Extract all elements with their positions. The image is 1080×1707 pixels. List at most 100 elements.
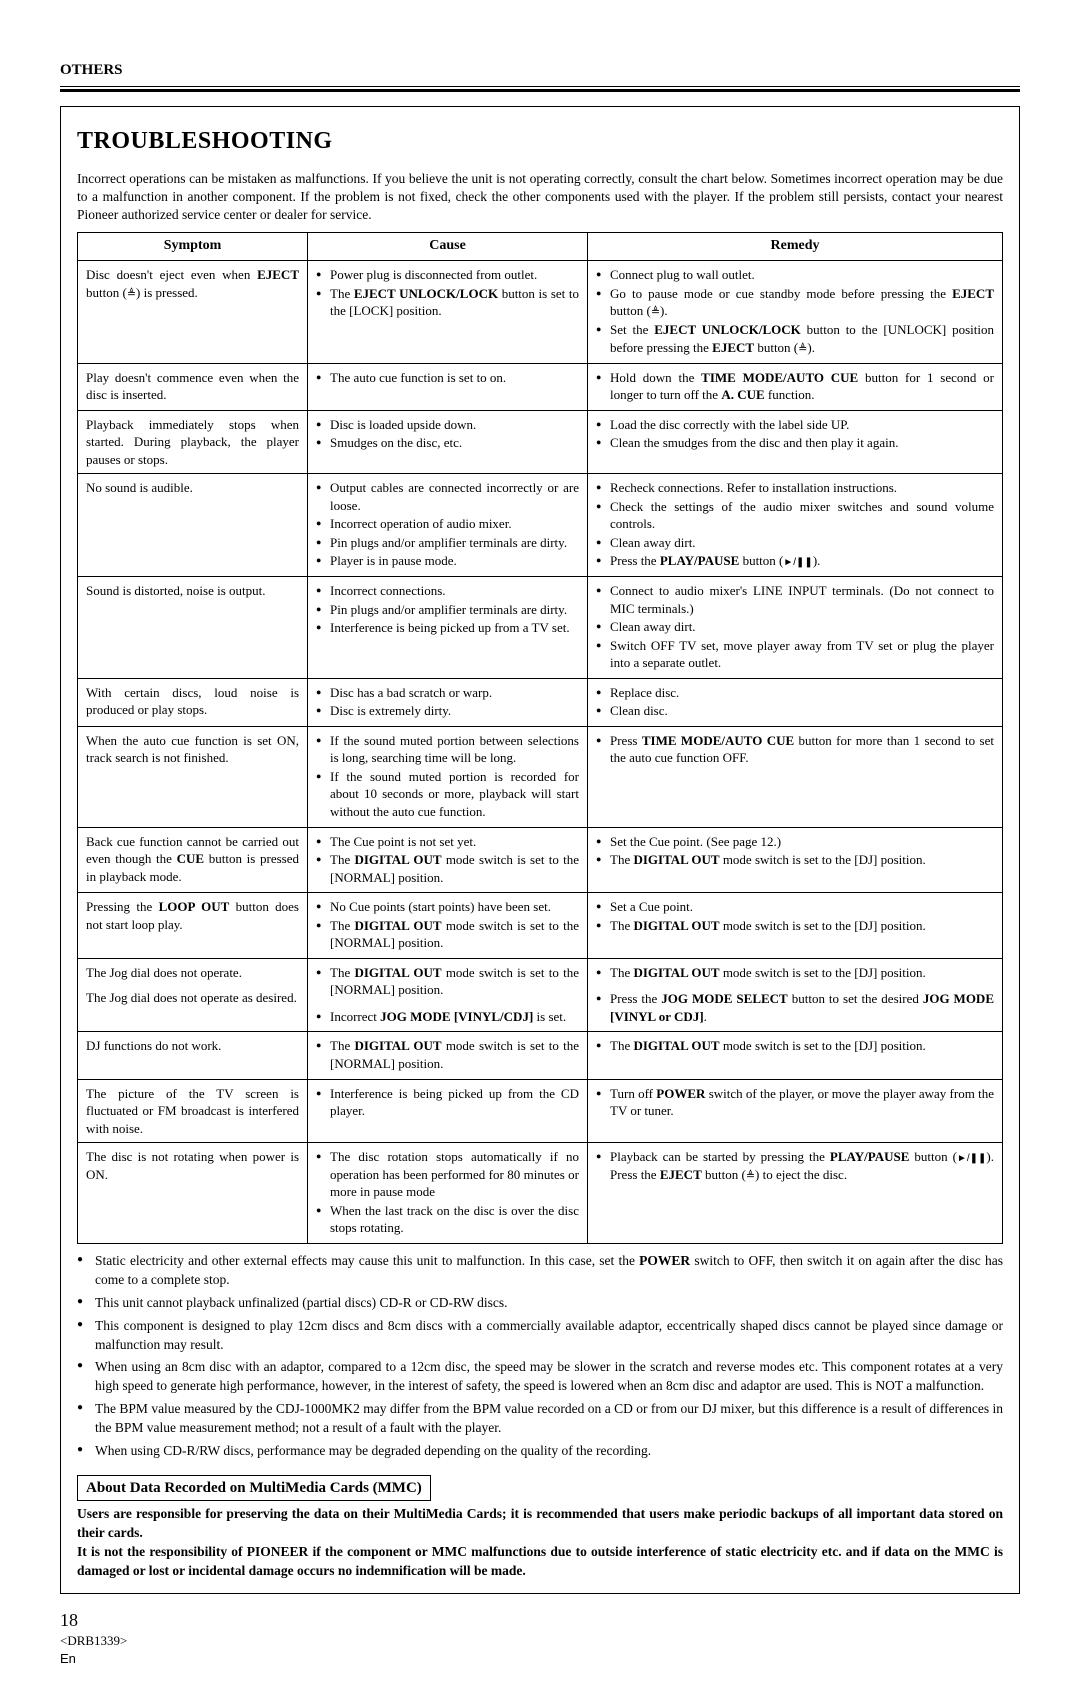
remedy-item: Connect plug to wall outlet.: [596, 266, 994, 284]
th-remedy: Remedy: [588, 233, 1003, 261]
table-row: Sound is distorted, noise is output.Inco…: [78, 576, 1003, 678]
cause-item: The DIGITAL OUT mode switch is set to th…: [316, 851, 579, 886]
remedy-item: Clean disc.: [596, 702, 994, 720]
table-row: Back cue function cannot be carried out …: [78, 827, 1003, 893]
cause-item: No Cue points (start points) have been s…: [316, 898, 579, 916]
note-item: When using CD-R/RW discs, performance ma…: [77, 1442, 1003, 1461]
remedy-item: Check the settings of the audio mixer sw…: [596, 498, 994, 533]
cause-item: Player is in pause mode.: [316, 552, 579, 570]
remedy-item: The DIGITAL OUT mode switch is set to th…: [596, 964, 994, 982]
note-item: The BPM value measured by the CDJ-1000MK…: [77, 1400, 1003, 1438]
symptom-cell: Playback immediately stops when started.…: [78, 410, 308, 474]
troubleshooting-table: Symptom Cause Remedy Disc doesn't eject …: [77, 232, 1003, 1244]
remedy-cell: Replace disc.Clean disc.: [588, 678, 1003, 726]
footer: 18 <DRB1339> En: [60, 1608, 1020, 1667]
remedy-item: Set the Cue point. (See page 12.): [596, 833, 994, 851]
cause-cell: Output cables are connected incorrectly …: [308, 474, 588, 577]
symptom-cell: The disc is not rotating when power is O…: [78, 1143, 308, 1244]
cause-cell: Interference is being picked up from the…: [308, 1079, 588, 1143]
symptom-cell: Sound is distorted, noise is output.: [78, 576, 308, 678]
cause-item: If the sound muted portion is recorded f…: [316, 768, 579, 821]
remedy-cell: Load the disc correctly with the label s…: [588, 410, 1003, 474]
about-paragraph-1: Users are responsible for preserving the…: [77, 1505, 1003, 1543]
cause-item: Disc has a bad scratch or warp.: [316, 684, 579, 702]
table-row: The disc is not rotating when power is O…: [78, 1143, 1003, 1244]
remedy-cell: Connect plug to wall outlet.Go to pause …: [588, 261, 1003, 363]
remedy-item: The DIGITAL OUT mode switch is set to th…: [596, 851, 994, 869]
remedy-cell: Turn off POWER switch of the player, or …: [588, 1079, 1003, 1143]
about-paragraph-2: It is not the responsibility of PIONEER …: [77, 1543, 1003, 1581]
cause-cell: The auto cue function is set to on.: [308, 363, 588, 410]
note-item: This unit cannot playback unfinalized (p…: [77, 1294, 1003, 1313]
cause-cell: If the sound muted portion between selec…: [308, 726, 588, 827]
main-content-box: TROUBLESHOOTING Incorrect operations can…: [60, 106, 1020, 1593]
remedy-item: Load the disc correctly with the label s…: [596, 416, 994, 434]
remedy-item: Turn off POWER switch of the player, or …: [596, 1085, 994, 1120]
symptom-cell: No sound is audible.: [78, 474, 308, 577]
cause-cell: The disc rotation stops automatically if…: [308, 1143, 588, 1244]
table-row: No sound is audible.Output cables are co…: [78, 474, 1003, 577]
about-title-box: About Data Recorded on MultiMedia Cards …: [77, 1475, 431, 1501]
cause-cell: The DIGITAL OUT mode switch is set to th…: [308, 958, 588, 1032]
th-symptom: Symptom: [78, 233, 308, 261]
notes-section: Static electricity and other external ef…: [77, 1252, 1003, 1461]
cause-item: Smudges on the disc, etc.: [316, 434, 579, 452]
remedy-cell: Connect to audio mixer's LINE INPUT term…: [588, 576, 1003, 678]
cause-item: Incorrect connections.: [316, 582, 579, 600]
remedy-item: Go to pause mode or cue standby mode bef…: [596, 285, 994, 320]
remedy-item: Switch OFF TV set, move player away from…: [596, 637, 994, 672]
note-item: When using an 8cm disc with an adaptor, …: [77, 1358, 1003, 1396]
cause-cell: Disc is loaded upside down.Smudges on th…: [308, 410, 588, 474]
cause-item: Power plug is disconnected from outlet.: [316, 266, 579, 284]
rule-thick: [60, 89, 1020, 92]
cause-item: The EJECT UNLOCK/LOCK button is set to t…: [316, 285, 579, 320]
cause-cell: The DIGITAL OUT mode switch is set to th…: [308, 1032, 588, 1079]
table-row: When the auto cue function is set ON, tr…: [78, 726, 1003, 827]
remedy-cell: Set a Cue point.The DIGITAL OUT mode swi…: [588, 893, 1003, 959]
cause-item: Interference is being picked up from the…: [316, 1085, 579, 1120]
cause-item: Incorrect JOG MODE [VINYL/CDJ] is set.: [316, 1008, 579, 1026]
cause-item: The DIGITAL OUT mode switch is set to th…: [316, 964, 579, 999]
remedy-item: Clean the smudges from the disc and then…: [596, 434, 994, 452]
th-cause: Cause: [308, 233, 588, 261]
cause-cell: Incorrect connections.Pin plugs and/or a…: [308, 576, 588, 678]
remedy-item: Set the EJECT UNLOCK/LOCK button to the …: [596, 321, 994, 356]
cause-item: Pin plugs and/or amplifier terminals are…: [316, 534, 579, 552]
remedy-item: Replace disc.: [596, 684, 994, 702]
remedy-item: Set a Cue point.: [596, 898, 994, 916]
cause-item: Interference is being picked up from a T…: [316, 619, 579, 637]
cause-cell: The Cue point is not set yet.The DIGITAL…: [308, 827, 588, 893]
table-row: Play doesn't commence even when the disc…: [78, 363, 1003, 410]
remedy-item: Clean away dirt.: [596, 534, 994, 552]
page-title: TROUBLESHOOTING: [77, 125, 1003, 157]
symptom-cell: When the auto cue function is set ON, tr…: [78, 726, 308, 827]
section-header: OTHERS: [60, 60, 1020, 80]
table-row: DJ functions do not work.The DIGITAL OUT…: [78, 1032, 1003, 1079]
cause-item: Disc is loaded upside down.: [316, 416, 579, 434]
remedy-cell: Recheck connections. Refer to installati…: [588, 474, 1003, 577]
remedy-item: Recheck connections. Refer to installati…: [596, 479, 994, 497]
table-row: Pressing the LOOP OUT button does not st…: [78, 893, 1003, 959]
remedy-item: Playback can be started by pressing the …: [596, 1148, 994, 1183]
cause-item: Output cables are connected incorrectly …: [316, 479, 579, 514]
cause-item: The Cue point is not set yet.: [316, 833, 579, 851]
remedy-item: The DIGITAL OUT mode switch is set to th…: [596, 917, 994, 935]
remedy-cell: Set the Cue point. (See page 12.)The DIG…: [588, 827, 1003, 893]
cause-cell: Disc has a bad scratch or warp.Disc is e…: [308, 678, 588, 726]
model-code: <DRB1339>: [60, 1632, 1020, 1650]
cause-cell: Power plug is disconnected from outlet.T…: [308, 261, 588, 363]
remedy-item: The DIGITAL OUT mode switch is set to th…: [596, 1037, 994, 1055]
remedy-item: Connect to audio mixer's LINE INPUT term…: [596, 582, 994, 617]
language-indicator: En: [60, 1650, 1020, 1668]
cause-item: The DIGITAL OUT mode switch is set to th…: [316, 1037, 579, 1072]
symptom-cell: Play doesn't commence even when the disc…: [78, 363, 308, 410]
remedy-item: Press TIME MODE/AUTO CUE button for more…: [596, 732, 994, 767]
cause-item: If the sound muted portion between selec…: [316, 732, 579, 767]
remedy-cell: Press TIME MODE/AUTO CUE button for more…: [588, 726, 1003, 827]
symptom-cell: Disc doesn't eject even when EJECT butto…: [78, 261, 308, 363]
symptom-cell: Pressing the LOOP OUT button does not st…: [78, 893, 308, 959]
cause-item: Incorrect operation of audio mixer.: [316, 515, 579, 533]
rule-thin: [60, 86, 1020, 87]
cause-item: The auto cue function is set to on.: [316, 369, 579, 387]
table-row: Playback immediately stops when started.…: [78, 410, 1003, 474]
